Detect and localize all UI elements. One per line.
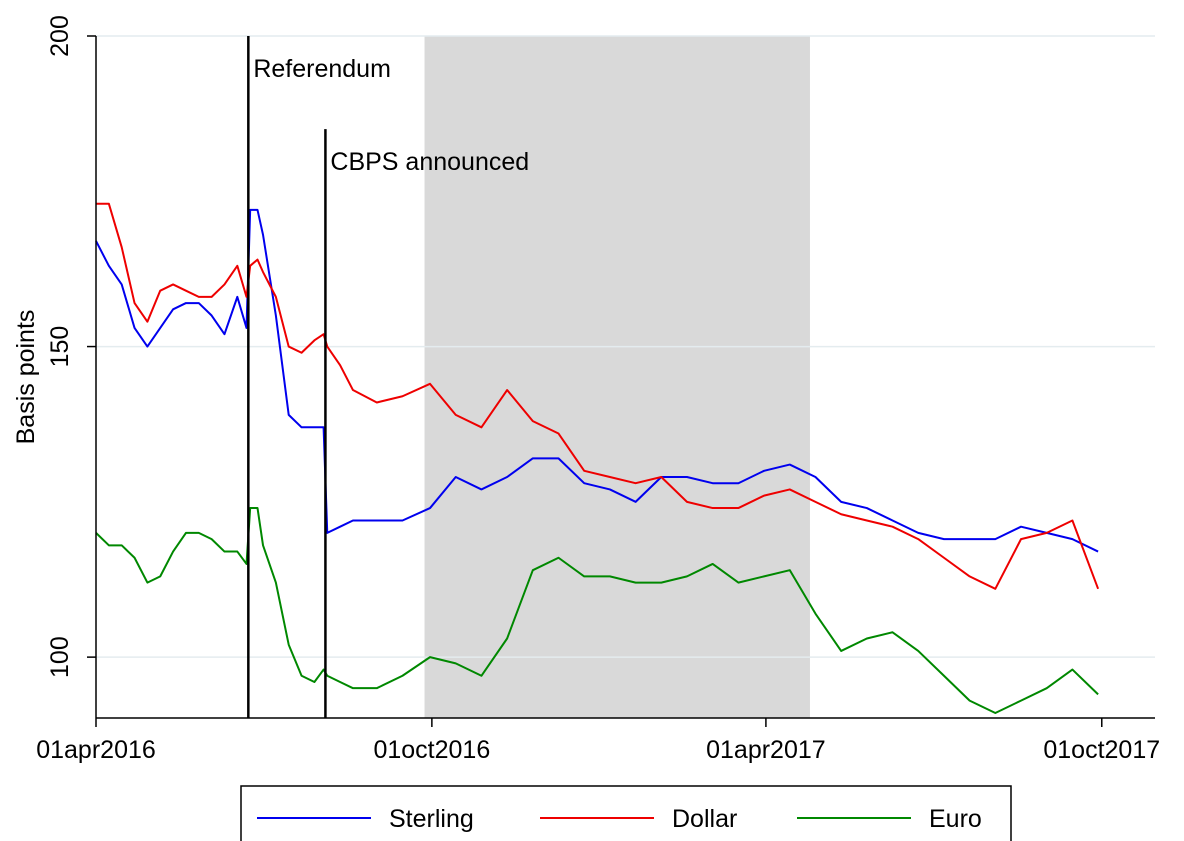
legend-label: Euro <box>929 805 982 833</box>
x-tick-label: 01apr2016 <box>36 736 156 764</box>
x-tick-label: 01oct2016 <box>373 736 490 764</box>
shaded-region <box>424 36 810 718</box>
y-tick-label: 150 <box>46 326 74 368</box>
legend-label: Sterling <box>389 805 474 833</box>
series-line <box>95 208 1099 553</box>
y-tick-label: 200 <box>46 15 74 57</box>
x-tick-label: 01oct2017 <box>1043 736 1160 764</box>
series-line <box>96 202 1100 590</box>
annotation-label: CBPS announced <box>330 148 529 176</box>
legend: Sterling Dollar Euro <box>240 785 1012 841</box>
annotation-label: Referendum <box>253 55 391 83</box>
legend-box <box>240 785 1012 841</box>
x-tick-label: 01apr2017 <box>706 736 826 764</box>
y-tick-label: 100 <box>46 636 74 678</box>
y-axis-label: Basis points <box>12 310 40 445</box>
series-line <box>95 507 1099 715</box>
legend-label: Dollar <box>672 805 737 833</box>
